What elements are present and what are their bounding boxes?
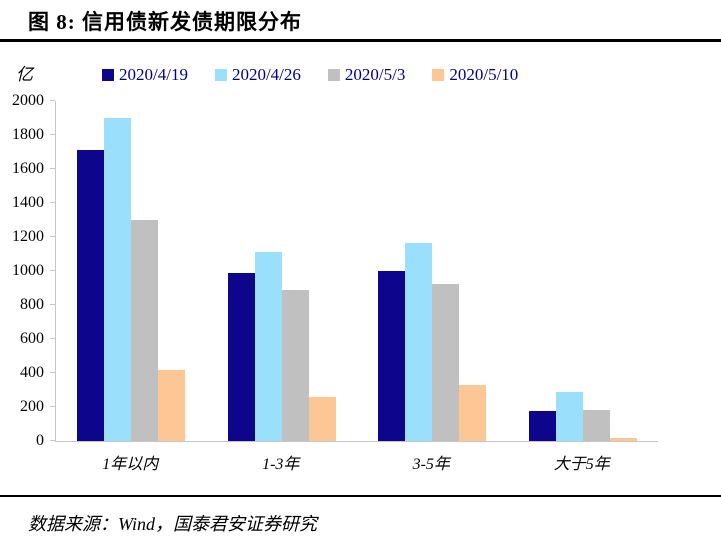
legend-item: 2020/4/19 xyxy=(102,66,188,83)
x-axis-category-label: 大于5年 xyxy=(553,456,610,473)
legend-swatch-icon xyxy=(214,68,227,81)
bar xyxy=(131,220,159,441)
y-axis-tick xyxy=(50,338,55,339)
bar xyxy=(378,271,406,441)
y-axis-tick-label: 0 xyxy=(36,432,44,449)
y-axis-tick-label: 1600 xyxy=(12,160,44,177)
x-axis-labels: 1年以内 1-3年 3-5年 大于5年 xyxy=(55,450,657,474)
bar-group-3 xyxy=(357,101,508,441)
legend-item: 2020/5/3 xyxy=(327,65,406,84)
bar xyxy=(158,369,186,441)
bar xyxy=(308,396,336,441)
y-axis-tick xyxy=(50,406,55,407)
y-axis-tick xyxy=(50,372,55,373)
bar xyxy=(281,289,309,441)
y-axis-tick-label: 600 xyxy=(20,330,44,347)
bar-groups xyxy=(56,101,658,441)
bar xyxy=(104,118,132,441)
bar xyxy=(77,150,105,441)
legend-item: 2020/5/10 xyxy=(432,66,518,83)
bar xyxy=(582,409,610,441)
y-axis-tick-label: 400 xyxy=(20,364,44,381)
legend-label: 2020/5/3 xyxy=(344,65,406,84)
legend-label: 2020/4/26 xyxy=(231,65,301,84)
legend-swatch-icon xyxy=(102,68,114,81)
plot-area: 0 200 400 600 800 1000 1200 1400 1600 1800 2000 xyxy=(12,93,658,449)
y-axis-tick-label: 2000 xyxy=(12,92,44,109)
bar-group-2 xyxy=(207,101,358,441)
bar-group-1 xyxy=(56,101,207,441)
legend-swatch-icon xyxy=(327,68,340,81)
y-axis-tick xyxy=(50,134,55,135)
y-axis-tick xyxy=(50,440,55,441)
y-axis-tick xyxy=(50,236,55,237)
bar xyxy=(227,272,255,441)
y-axis-tick-label: 1400 xyxy=(12,194,44,211)
y-axis-unit-label: 亿 xyxy=(16,65,33,84)
y-axis-tick xyxy=(50,270,55,271)
bar xyxy=(432,283,460,441)
y-axis-tick-label: 200 xyxy=(20,398,44,415)
y-axis-tick xyxy=(50,100,55,101)
x-axis-category-label: 1年以内 xyxy=(102,456,159,473)
y-axis-tick-label: 1000 xyxy=(12,262,44,279)
title-rule xyxy=(0,39,721,42)
y-axis-tick xyxy=(50,168,55,169)
page-title: 图 8: 信用债新发债期限分布 xyxy=(28,10,302,34)
bar xyxy=(609,437,637,441)
source-rule xyxy=(0,495,721,497)
bar xyxy=(405,242,433,441)
y-axis-tick xyxy=(50,304,55,305)
x-axis-category-label: 3-5年 xyxy=(412,456,450,473)
bar xyxy=(528,411,556,441)
bar xyxy=(555,391,583,441)
bar-group-4 xyxy=(508,101,659,441)
bar xyxy=(254,252,282,441)
y-axis-tick-label: 1800 xyxy=(12,126,44,143)
source-note: 数据来源：Wind，国泰君安证券研究 xyxy=(28,514,318,534)
bar xyxy=(459,384,487,441)
y-axis-tick-label: 800 xyxy=(20,296,44,313)
y-axis-tick-label: 1200 xyxy=(12,228,44,245)
legend: 2020/4/19 2020/4/26 2020/5/3 2020/5/10 xyxy=(102,66,518,83)
y-axis-tick xyxy=(50,202,55,203)
x-axis-category-label: 1-3年 xyxy=(262,456,300,473)
legend-swatch-icon xyxy=(432,68,445,81)
legend-label: 2020/4/19 xyxy=(119,65,188,84)
legend-label: 2020/5/10 xyxy=(449,65,519,84)
legend-item: 2020/4/26 xyxy=(214,65,301,84)
